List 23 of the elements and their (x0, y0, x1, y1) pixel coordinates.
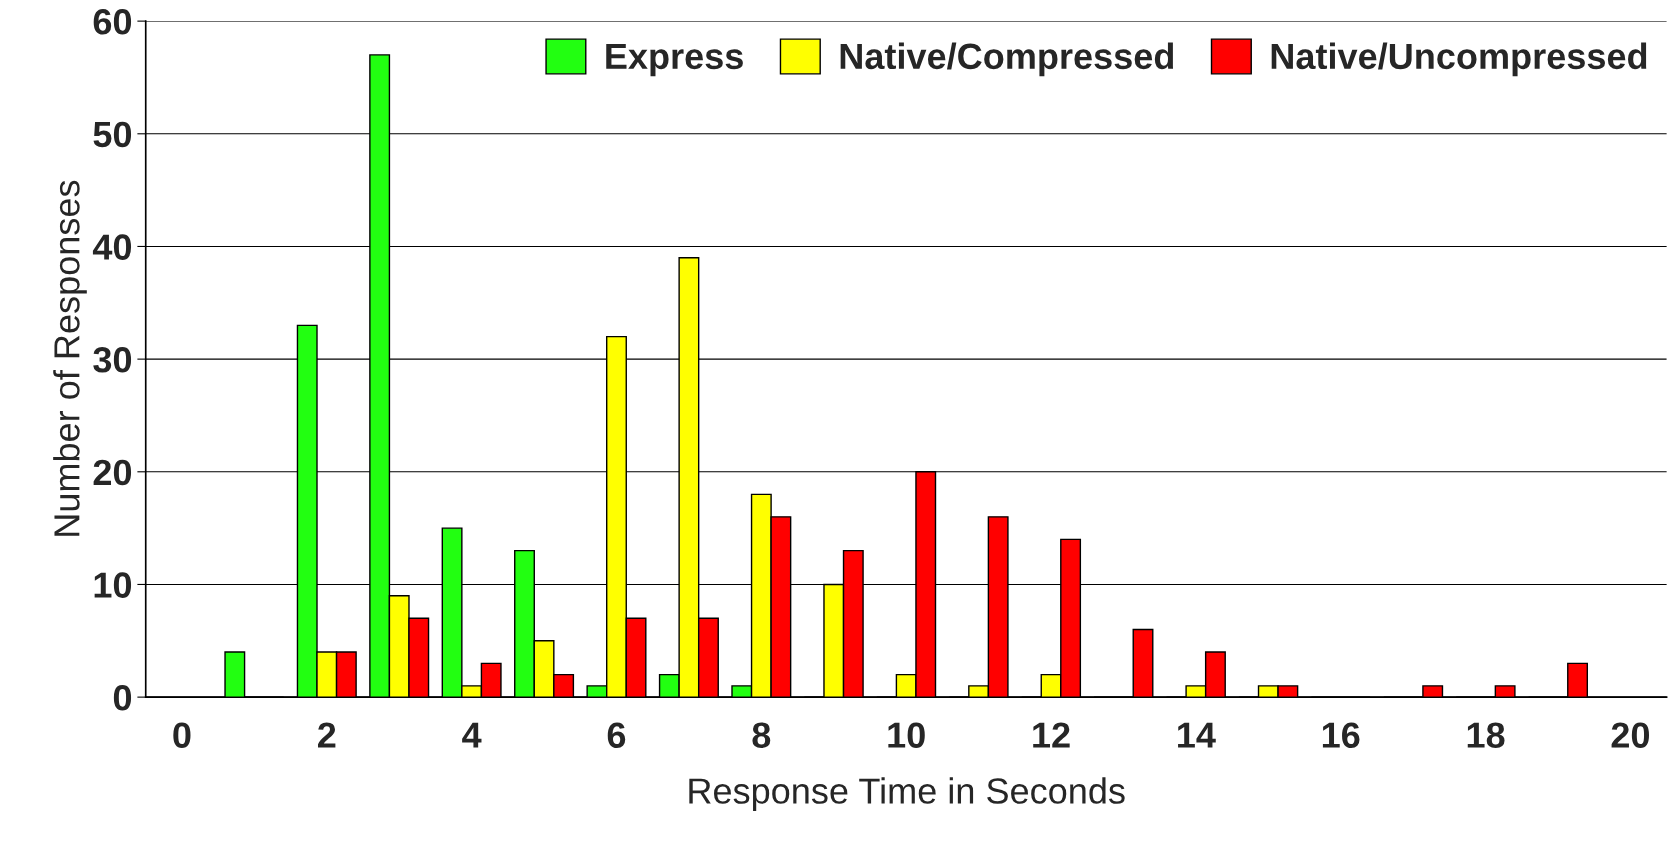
y-tick-label: 60 (93, 8, 132, 35)
x-tick-label: 0 (173, 722, 191, 748)
x-tick-label: 4 (462, 722, 482, 748)
x-tick-label: 10 (888, 722, 925, 748)
x-tick-label: 2 (318, 722, 336, 748)
x-tick-label: 16 (1322, 722, 1360, 748)
y-tick-label: 20 (93, 459, 132, 486)
x-tick-label: 12 (1033, 722, 1070, 748)
x-tick-label: 20 (1611, 722, 1650, 748)
x-tick-label: 8 (752, 722, 771, 748)
x-tick-label: 14 (1178, 722, 1216, 748)
y-tick-label: 0 (113, 684, 132, 711)
x-axis-title: Response Time in Seconds (689, 777, 1125, 811)
x-tick-label: 18 (1467, 722, 1505, 748)
y-tick-label: 30 (93, 346, 132, 373)
legend-label: Express (606, 43, 743, 77)
y-tick-label: 50 (93, 121, 132, 148)
y-tick-label: 10 (94, 572, 132, 598)
legend-label: Native/Compressed (840, 42, 1174, 77)
y-tick-label: 40 (92, 234, 132, 260)
legend-label: Native/Uncompressed (1271, 42, 1647, 77)
y-axis-title: Number of Responses (53, 180, 87, 536)
x-tick-label: 6 (607, 722, 626, 748)
